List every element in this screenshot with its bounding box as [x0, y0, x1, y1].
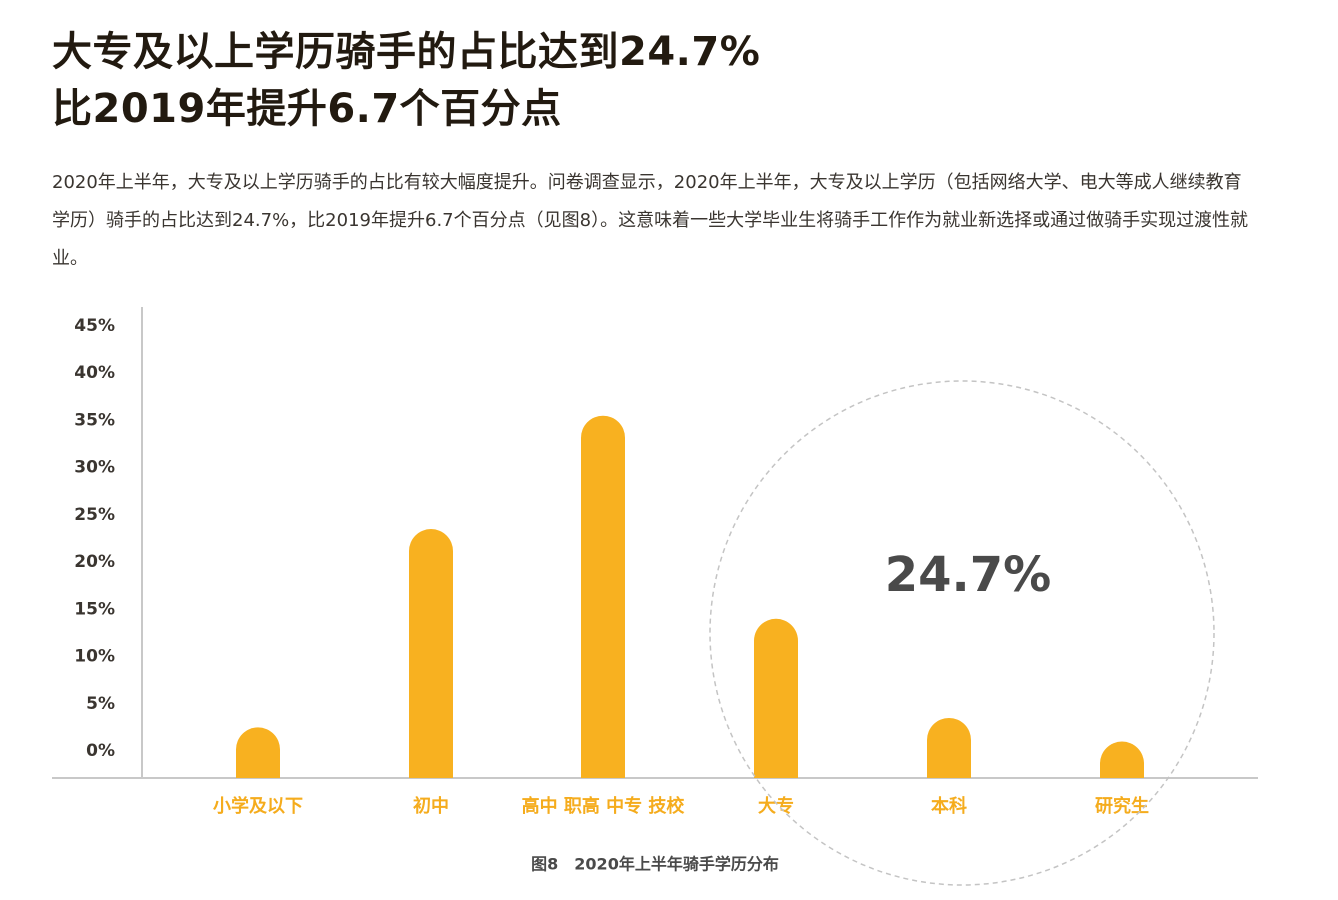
- figure-caption: 图8 2020年上半年骑手学历分布: [531, 855, 779, 874]
- y-tick-label: 15%: [74, 599, 115, 619]
- headline-line-2: 比2019年提升6.7个百分点: [52, 86, 562, 132]
- x-tick-label: 小学及以下: [213, 795, 303, 817]
- x-tick-label: 大专: [758, 795, 794, 817]
- callout-circle: [709, 380, 1215, 886]
- x-tick-label: 初中: [413, 795, 449, 817]
- y-tick-label: 10%: [74, 647, 115, 667]
- y-tick-label: 0%: [86, 741, 115, 761]
- y-tick-label: 20%: [74, 552, 115, 572]
- bar: [754, 618, 798, 778]
- bar: [927, 717, 971, 778]
- x-tick-label: 本科: [931, 795, 967, 817]
- bar: [236, 727, 280, 778]
- y-tick-label: 35%: [74, 410, 115, 430]
- body-paragraph: 2020年上半年，大专及以上学历骑手的占比有较大幅度提升。问卷调查显示，2020…: [52, 172, 1249, 269]
- bar: [1100, 741, 1144, 778]
- y-tick-label: 5%: [86, 694, 115, 714]
- y-tick-label: 30%: [74, 458, 115, 478]
- bar: [409, 529, 453, 778]
- callout-value: 24.7%: [885, 547, 1052, 603]
- y-tick-label: 45%: [74, 316, 115, 336]
- bar: [581, 415, 625, 778]
- headline: 大专及以上学历骑手的占比达到24.7% 比2019年提升6.7个百分点: [52, 24, 760, 138]
- y-tick-label: 40%: [74, 363, 115, 383]
- x-tick-label: 高中 职高 中专 技校: [522, 795, 686, 817]
- headline-line-1: 大专及以上学历骑手的占比达到24.7%: [52, 29, 761, 75]
- y-tick-label: 25%: [74, 505, 115, 525]
- x-tick-label: 研究生: [1095, 795, 1149, 817]
